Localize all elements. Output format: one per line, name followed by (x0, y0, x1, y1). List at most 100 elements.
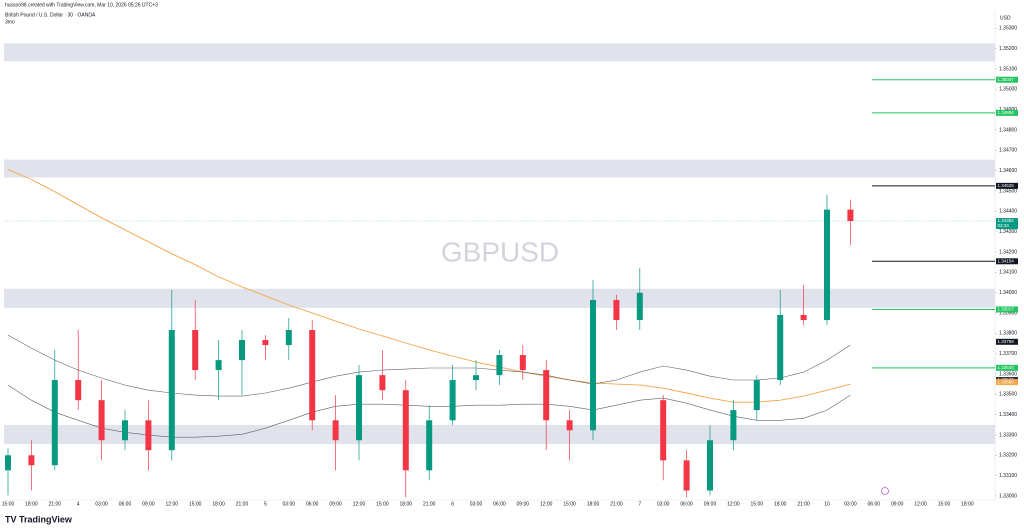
x-tick-label: 09:00 (704, 501, 717, 507)
zone (4, 43, 995, 62)
y-tick-label: 1.33200 (999, 453, 1017, 459)
x-tick-label: 15:00 (376, 501, 389, 507)
x-tick-label: 06:00 (119, 501, 132, 507)
y-tick-label: 1.34200 (999, 249, 1017, 255)
x-tick-label: 03:00 (283, 501, 296, 507)
level-tag (996, 258, 1018, 265)
level-label: 1.34154 (998, 258, 1015, 263)
x-tick-label: 06:00 (868, 501, 881, 507)
y-tick-label: 1.33700 (999, 351, 1017, 357)
level-label: 1.35047 (998, 77, 1015, 82)
x-tick-label: 06:00 (680, 501, 693, 507)
candle-body (590, 299, 596, 431)
x-tick-label: 12:00 (727, 501, 740, 507)
event-icon[interactable] (881, 487, 889, 495)
candle-body (847, 209, 854, 222)
y-tick-label: 1.33500 (999, 392, 1017, 398)
level-tag (996, 364, 1018, 371)
candle-body (28, 455, 35, 466)
candle-body (636, 292, 643, 321)
x-tick-label: 15:00 (563, 501, 576, 507)
sub: 3mo (5, 19, 15, 25)
level-tag (996, 182, 1018, 189)
x-tick-label: 12:00 (353, 501, 366, 507)
candle-body (98, 400, 105, 441)
candle-body (122, 420, 128, 441)
credit: hussoo96 created with TradingView.com, M… (5, 2, 158, 8)
price-tag (996, 338, 1018, 345)
y-tick-label: 1.34800 (999, 127, 1017, 133)
x-tick-label: 03:00 (470, 501, 483, 507)
y-tick-label: 1.35000 (999, 87, 1017, 93)
x-tick-label: 12:00 (166, 501, 179, 507)
price-tag-label: 1.33758 (998, 339, 1015, 344)
watermark: GBPUSD (441, 236, 559, 267)
x-tick-label: 21:00 (236, 501, 249, 507)
x-tick-label: 21:00 (49, 501, 62, 507)
logo: TV TradingView (5, 514, 73, 524)
candle-body (824, 209, 830, 321)
brand: TradingView (19, 514, 73, 524)
candle-body (613, 299, 620, 321)
price-tag (996, 379, 1018, 386)
x-tick-label: 03:00 (844, 501, 857, 507)
x-tick-label: 18:00 (961, 501, 974, 507)
x-tick-label: 10 (824, 501, 830, 507)
candle-body (566, 420, 573, 431)
x-tick-label: 03:00 (95, 501, 108, 507)
candle-body (51, 380, 58, 466)
y-tick-label: 1.33100 (999, 473, 1017, 479)
candle-body (660, 400, 667, 461)
y-tick-label: 1.33400 (999, 412, 1017, 418)
level-label: 1.34884 (998, 110, 1015, 115)
candle-body (332, 420, 339, 441)
zone (4, 424, 995, 445)
y-tick-label: 1.35100 (999, 66, 1017, 72)
x-tick-label: 6 (451, 501, 454, 507)
symbol: British Pound / U.S. Dollar · 30 · OANDA (5, 12, 96, 18)
x-tick-label: 15:00 (189, 501, 202, 507)
currency: USD (1000, 15, 1011, 21)
candle-body (426, 420, 433, 471)
candle-body (777, 314, 784, 381)
level-label: 1.34525 (998, 183, 1015, 188)
x-tick-label: 18:00 (587, 501, 600, 507)
candle-body (707, 440, 713, 491)
x-tick-label: 09:00 (891, 501, 904, 507)
level-tag (996, 76, 1018, 83)
x-tick-label: 15:00 (938, 501, 951, 507)
x-tick-label: 18:00 (25, 501, 38, 507)
x-tick-label: 18:00 (400, 501, 413, 507)
x-tick-label: 18:00 (774, 501, 787, 507)
candle-body (285, 330, 292, 346)
x-tick-label: 03:00 (657, 501, 670, 507)
price-tag-label: 1.33560 (998, 379, 1015, 384)
candle-body (496, 355, 503, 376)
countdown: 03:33 (998, 223, 1010, 228)
candle-body (262, 339, 269, 346)
candle-body (309, 330, 316, 421)
candle-body (449, 380, 456, 421)
candle-body (543, 370, 550, 421)
x-tick-label: 09:00 (142, 501, 155, 507)
level-label: 1.33630 (998, 365, 1015, 370)
candle-body (473, 375, 479, 381)
x-tick-label: 5 (264, 501, 267, 507)
candle-body (168, 330, 175, 451)
level-label: 1.33917 (998, 307, 1015, 312)
x-tick-label: 18:00 (212, 501, 225, 507)
x-tick-label: 06:00 (306, 501, 319, 507)
x-tick-label: 09:00 (517, 501, 530, 507)
logo-mark: TV (5, 514, 17, 524)
y-tick-label: 1.33900 (999, 310, 1017, 316)
y-tick-label: 1.34500 (999, 188, 1017, 194)
last-price-tag (996, 218, 1018, 230)
y-tick-label: 1.34300 (999, 229, 1017, 235)
x-tick-label: 12:00 (914, 501, 927, 507)
y-tick-label: 1.33000 (999, 493, 1017, 499)
level-tag (996, 109, 1018, 116)
candle-body (402, 390, 409, 471)
x-tick-label: 4 (77, 501, 80, 507)
candle-body (519, 355, 526, 371)
